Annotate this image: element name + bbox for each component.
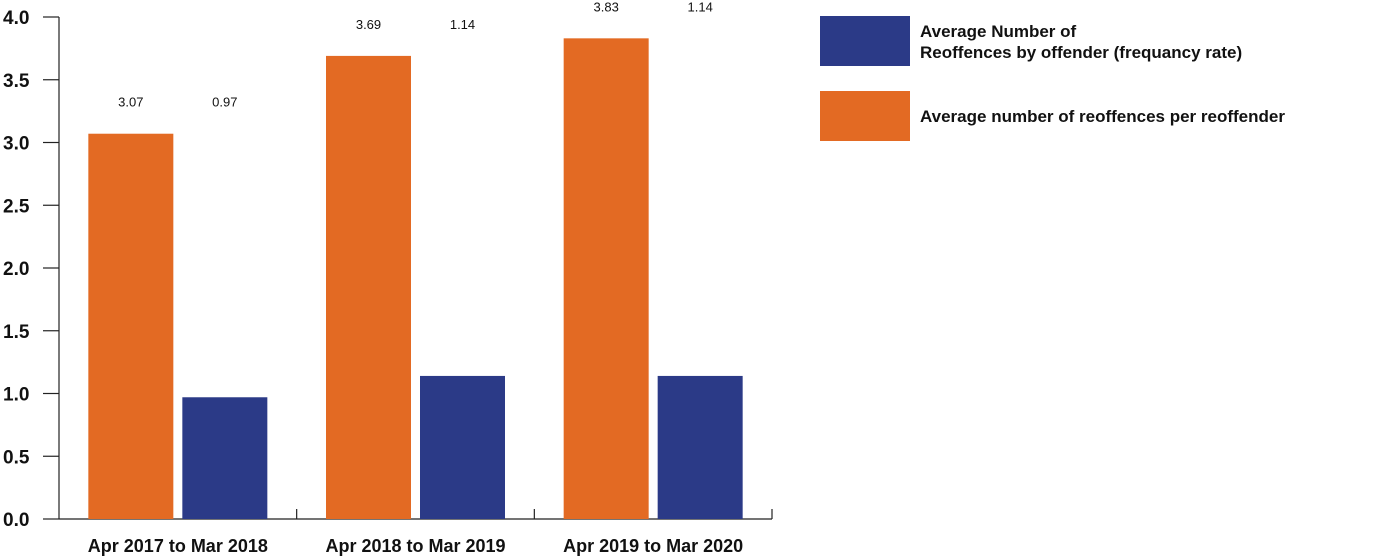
legend-label: Average number of reoffences per reoffen… (920, 107, 1285, 126)
data-label: 3.69 (356, 17, 381, 32)
y-tick-label: 0.0 (3, 510, 29, 531)
y-tick-label: 0.5 (3, 447, 30, 468)
y-tick-label: 3.5 (3, 71, 30, 92)
y-tick-label: 2.5 (3, 196, 30, 217)
bar (182, 397, 268, 519)
bar (326, 55, 411, 519)
data-label: 0.97 (212, 95, 237, 110)
x-tick-label: Apr 2019 to Mar 2020 (563, 536, 743, 556)
x-tick-label: Apr 2018 to Mar 2019 (325, 536, 505, 556)
legend-label: Reoffences by offender (frequancy rate) (920, 43, 1242, 62)
bar (88, 133, 174, 519)
data-label: 3.83 (594, 0, 619, 14)
y-tick-label: 4.0 (3, 8, 29, 29)
bar (420, 375, 505, 519)
legend-swatch (820, 91, 910, 141)
y-tick-label: 1.5 (3, 322, 30, 343)
bar (563, 38, 649, 520)
legend-label: Average Number of (920, 22, 1077, 41)
y-tick-label: 2.0 (3, 259, 29, 280)
bar (657, 375, 743, 519)
data-label: 1.14 (450, 17, 475, 32)
legend-swatch (820, 16, 910, 66)
y-tick-label: 1.0 (3, 385, 29, 406)
data-label: 3.07 (118, 95, 143, 110)
y-tick-label: 3.0 (3, 134, 29, 155)
x-tick-label: Apr 2017 to Mar 2018 (88, 536, 268, 556)
data-label: 1.14 (688, 0, 713, 14)
